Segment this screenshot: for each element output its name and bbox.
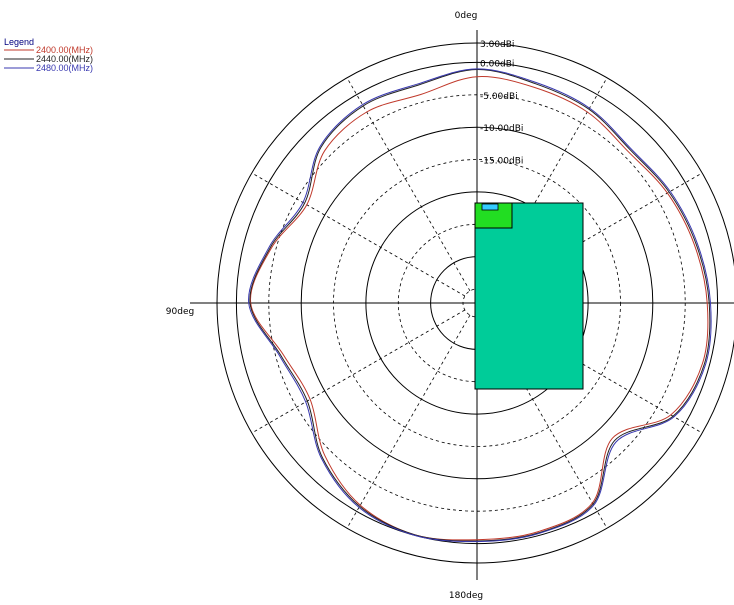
series-lines bbox=[248, 68, 712, 543]
spoke-210 bbox=[483, 314, 608, 529]
spoke-330 bbox=[483, 77, 608, 292]
legend-title: Legend bbox=[4, 37, 34, 47]
antenna-area bbox=[474, 202, 513, 229]
radial-tick-labels: 3.00dBi 0.00dBi -5.00dBi -10.00dBi -15.00dBi bbox=[480, 40, 523, 167]
legend: Legend 2400.00(MHz)2440.00(MHz)2480.00(M… bbox=[4, 37, 93, 73]
legend-entry-label: 2480.00(MHz) bbox=[36, 63, 93, 73]
series-line-0 bbox=[250, 76, 709, 541]
radial-tick-label: 3.00dBi bbox=[480, 40, 514, 50]
radial-tick-label: -15.00dBi bbox=[480, 157, 523, 167]
spoke-150 bbox=[346, 314, 471, 529]
radial-tick-label: 0.00dBi bbox=[480, 59, 514, 69]
series-line-1 bbox=[249, 68, 711, 542]
board-body bbox=[474, 202, 584, 390]
legend-entry-label: 2400.00(MHz) bbox=[36, 45, 93, 55]
spoke-240 bbox=[488, 309, 703, 434]
spoke-60 bbox=[251, 172, 466, 297]
angle-label-180: 180deg bbox=[449, 591, 483, 601]
angle-label-90: 90deg bbox=[166, 307, 194, 317]
device-board bbox=[474, 202, 584, 390]
spoke-300 bbox=[488, 172, 703, 297]
legend-entry-label: 2440.00(MHz) bbox=[36, 54, 93, 64]
spoke-30 bbox=[346, 77, 471, 292]
series-line-2 bbox=[248, 68, 712, 543]
antenna-element bbox=[481, 203, 499, 211]
radial-tick-label: -10.00dBi bbox=[480, 124, 523, 134]
angle-label-0: 0deg bbox=[455, 11, 478, 21]
spoke-120 bbox=[251, 309, 466, 434]
radial-tick-label: -5.00dBi bbox=[480, 92, 518, 102]
